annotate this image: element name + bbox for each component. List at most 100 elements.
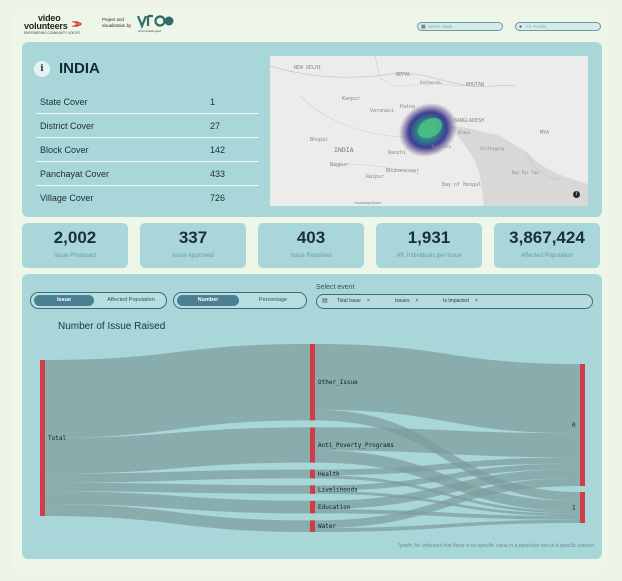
event-chip[interactable]: Is Impacted × <box>443 298 478 304</box>
sankey-link[interactable] <box>315 469 580 510</box>
sankey-node-label: Anti_Poverty_Programs <box>318 442 394 449</box>
sankey-link[interactable] <box>315 509 580 520</box>
toggle-option-issue[interactable]: Issue <box>34 295 94 306</box>
sankey-node[interactable] <box>580 364 585 486</box>
map-credit: Visakhapatnam <box>354 200 382 205</box>
cover-value: 433 <box>210 168 226 179</box>
stat-label: Affected Population <box>521 253 573 259</box>
sankey-node-label: Total <box>48 435 66 442</box>
stat-value: 3,867,424 <box>509 228 585 247</box>
region-map[interactable]: NEW DELHI NEPAL Kathmandu BHUTAN Kanpur … <box>270 56 588 206</box>
sankey-link[interactable] <box>315 475 580 514</box>
partner-logo[interactable]: dt for social good <box>136 14 176 36</box>
event-chip[interactable]: Issues × <box>395 298 418 304</box>
close-icon[interactable]: × <box>474 298 478 304</box>
summary-panel: i INDIA State Cover 1 District Cover 27 Bl… <box>22 42 602 217</box>
info-icon[interactable]: i <box>34 60 50 77</box>
sankey-link[interactable] <box>45 469 310 483</box>
map-label: Raipur <box>366 174 384 180</box>
cover-label: District Cover <box>40 120 95 131</box>
calendar-icon: ▤ <box>322 298 328 304</box>
map-label: Bhopal <box>310 137 328 143</box>
map-label: INDIA <box>334 146 354 154</box>
profile-select-placeholder: Fil. Profile <box>526 24 547 29</box>
sankey-node[interactable] <box>310 344 315 421</box>
sankey-node[interactable] <box>580 492 585 523</box>
event-multiselect[interactable]: ▤ Total Issue × Issues × Is Impacted × <box>316 294 593 309</box>
sankey-link[interactable] <box>315 344 580 434</box>
logo-arrows-icon: >> <box>72 17 82 31</box>
sankey-link[interactable] <box>315 477 580 529</box>
state-select-placeholder: Select State <box>428 24 453 29</box>
sankey-link[interactable] <box>315 519 580 532</box>
sankey-link[interactable] <box>315 409 580 501</box>
stat-value: 2,002 <box>53 228 97 247</box>
sankey-link[interactable] <box>315 457 580 476</box>
close-icon[interactable]: × <box>366 298 370 304</box>
cover-label: Block Cover <box>40 144 89 155</box>
map-label: Kolkata <box>432 144 451 150</box>
cover-row: Block Cover 142 <box>36 138 259 162</box>
sankey-link[interactable] <box>45 482 310 494</box>
metric-toggle[interactable]: Issue Affected Population <box>30 292 167 309</box>
sankey-link[interactable] <box>45 344 310 438</box>
sankey-chart[interactable]: Total Other_Issue Anti_Poverty_Programs Hea… <box>22 274 602 559</box>
video-volunteers-logo[interactable]: video volunteers >> EMPOWERING COMMUNITY… <box>24 14 99 36</box>
sankey-node[interactable] <box>310 500 315 514</box>
cover-value: 1 <box>210 96 216 107</box>
cover-value: 27 <box>210 120 221 131</box>
cover-row: District Cover 27 <box>36 114 259 138</box>
stat-value: 403 <box>296 228 326 247</box>
map-label: Nagpur <box>330 162 348 168</box>
stat-card: 403 Issue Resolved <box>258 223 364 268</box>
map-label: Dhaka <box>458 130 471 135</box>
sankey-link[interactable] <box>315 450 580 512</box>
sankey-node-label: 0 <box>572 422 576 429</box>
cover-table: State Cover 1 District Cover 27 Block Cove… <box>36 90 259 209</box>
profile-select[interactable]: ● Fil. Profile <box>515 22 601 31</box>
logo-tagline: EMPOWERING COMMUNITY VOICES <box>24 31 80 35</box>
user-icon: ● <box>519 24 523 30</box>
stat-card: 1,931 Aff. Individuals per Issue <box>376 223 482 268</box>
sankey-node[interactable] <box>310 520 315 532</box>
map-label: Kanpur <box>342 96 360 102</box>
map-label: Bhubaneswar <box>386 168 419 174</box>
sankey-link[interactable] <box>45 504 310 532</box>
stat-label: Issue Resolved <box>290 253 332 259</box>
cover-row: Panchayat Cover 433 <box>36 162 259 186</box>
map-label: BANGLADESH <box>454 118 484 124</box>
sankey-link[interactable] <box>45 491 310 514</box>
partner-logo-icon <box>136 14 174 29</box>
chart-title: Number of Issue Raised <box>58 321 166 332</box>
toggle-option-affected-population[interactable]: Affected Population <box>107 297 155 303</box>
sankey-node[interactable] <box>310 427 315 463</box>
unit-toggle[interactable]: Number Percentage <box>173 292 307 309</box>
cover-label: Panchayat Cover <box>40 168 110 179</box>
state-select[interactable]: ▦ Select State <box>417 22 503 31</box>
toggle-option-percentage[interactable]: Percentage <box>258 297 288 303</box>
stat-label: Issue Approved <box>172 253 214 259</box>
stat-card: 2,002 Issue Produced <box>22 223 128 268</box>
sankey-link[interactable] <box>315 463 580 491</box>
close-icon[interactable]: × <box>415 298 419 304</box>
sankey-node[interactable] <box>310 469 315 479</box>
sankey-link[interactable] <box>315 427 580 458</box>
map-label: BHUTAN <box>466 82 484 88</box>
stat-card: 3,867,424 Affected Population <box>494 223 600 268</box>
stat-value: 1,931 <box>407 228 451 247</box>
event-chip[interactable]: Total Issue × <box>337 298 370 304</box>
map-info-icon[interactable]: i <box>573 191 580 198</box>
map-label: MYA <box>540 130 549 136</box>
map-label: Ranchi <box>388 150 406 156</box>
cover-label: State Cover <box>40 96 88 107</box>
region-title: INDIA <box>59 60 100 77</box>
project-label: Project and visualization by <box>102 17 132 28</box>
sankey-link[interactable] <box>45 427 310 474</box>
event-chip-label: Is Impacted <box>443 298 469 304</box>
sankey-node[interactable] <box>40 360 45 516</box>
sankey-node-label: Education <box>318 504 351 511</box>
sankey-node[interactable] <box>310 485 315 494</box>
map-label: Chittagong <box>480 146 505 151</box>
toggle-option-number[interactable]: Number <box>177 295 239 306</box>
select-event-label: Select event <box>316 284 355 291</box>
